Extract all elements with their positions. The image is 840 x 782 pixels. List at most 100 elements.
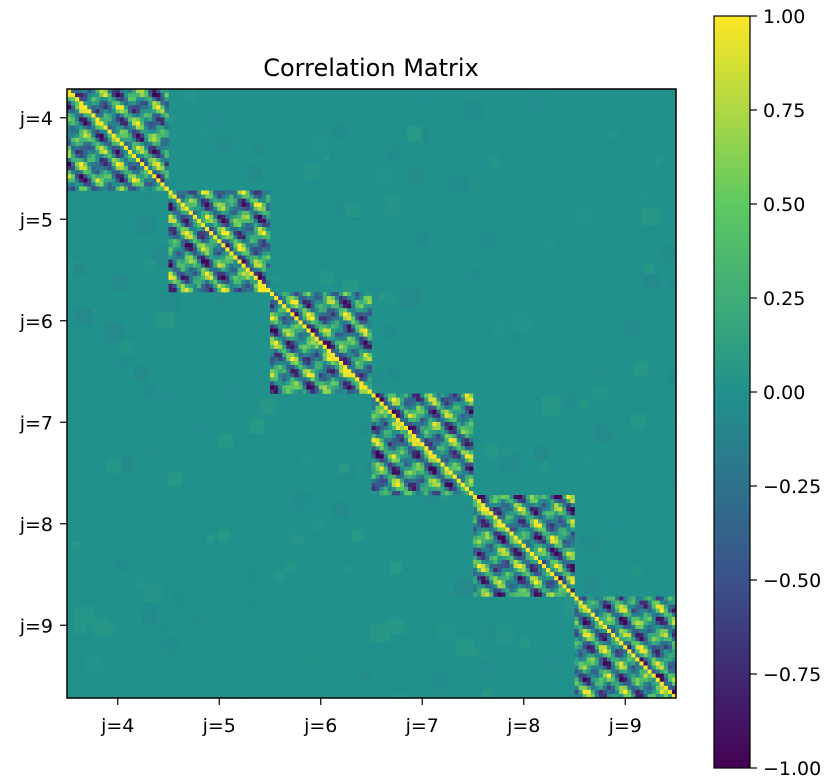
heatmap-cell <box>416 450 421 455</box>
heatmap-cell <box>497 519 502 524</box>
heatmap-cell <box>667 681 673 687</box>
heatmap-cell <box>473 592 478 597</box>
noise-cell <box>167 471 183 486</box>
heatmap-cell <box>383 413 389 419</box>
heatmap-cell <box>399 397 405 402</box>
heatmap-cell <box>489 547 494 553</box>
heatmap-cell <box>635 637 640 642</box>
heatmap-cell <box>477 564 482 569</box>
heatmap-cell <box>631 641 636 646</box>
heatmap-cell <box>156 133 161 139</box>
heatmap-cell <box>667 600 673 605</box>
heatmap-cell <box>343 344 348 350</box>
noise-cell <box>307 567 320 581</box>
heatmap-cell <box>119 174 125 179</box>
heatmap-cell <box>505 527 510 532</box>
heatmap-cell <box>123 145 129 151</box>
heatmap-cell <box>209 194 214 199</box>
heatmap-cell <box>517 576 523 581</box>
heatmap-cell <box>115 141 121 147</box>
heatmap-cell <box>550 551 555 557</box>
colorbar-tick-label: −0.50 <box>763 570 821 592</box>
heatmap-cell <box>533 564 539 569</box>
heatmap-cell <box>655 596 661 601</box>
heatmap-cell <box>493 527 498 532</box>
heatmap-cell <box>432 417 437 423</box>
heatmap-cell <box>464 490 470 496</box>
heatmap-cell <box>119 182 125 187</box>
noise-cell <box>503 447 512 456</box>
heatmap-cell <box>160 93 165 98</box>
heatmap-cell <box>590 604 596 609</box>
noise-cell <box>652 363 660 371</box>
heatmap-cell <box>578 657 583 662</box>
heatmap-cell <box>209 255 214 260</box>
heatmap-cell <box>440 490 445 496</box>
heatmap-cell <box>623 641 628 646</box>
heatmap-cell <box>598 624 604 630</box>
heatmap-cell <box>87 125 92 130</box>
heatmap-cell <box>294 389 299 394</box>
heatmap-cell <box>542 531 547 536</box>
heatmap-cell <box>387 450 393 455</box>
heatmap-cell <box>505 564 510 569</box>
heatmap-cell <box>497 531 502 536</box>
heatmap-cell <box>176 267 181 272</box>
heatmap-cell <box>623 665 628 670</box>
heatmap-cell <box>144 113 149 118</box>
heatmap-cell <box>578 628 583 634</box>
heatmap-cell <box>371 425 376 431</box>
heatmap-cell <box>363 377 368 382</box>
heatmap-cell <box>558 572 563 577</box>
heatmap-cell <box>298 312 303 317</box>
heatmap-cell <box>330 373 336 378</box>
heatmap-cell <box>619 612 624 618</box>
heatmap-cell <box>290 320 295 325</box>
heatmap-cell <box>606 689 612 695</box>
heatmap-cell <box>294 356 299 362</box>
heatmap-cell <box>302 328 307 333</box>
heatmap-cell <box>456 478 462 484</box>
heatmap-cell <box>290 304 295 309</box>
heatmap-cell <box>343 365 348 370</box>
heatmap-cell <box>270 308 275 313</box>
heatmap-cell <box>497 555 502 561</box>
heatmap-cell <box>623 624 628 630</box>
heatmap-cell <box>521 555 527 561</box>
heatmap-cell <box>209 206 214 212</box>
heatmap-cell <box>444 405 449 411</box>
heatmap-cell <box>265 198 271 203</box>
heatmap-cell <box>444 442 449 447</box>
heatmap-cell <box>95 145 100 151</box>
heatmap-cell <box>79 133 84 139</box>
heatmap-cell <box>298 373 303 378</box>
heatmap-cell <box>395 458 401 463</box>
heatmap-cell <box>286 312 291 317</box>
heatmap-cell <box>473 527 478 532</box>
heatmap-cell <box>546 588 551 593</box>
heatmap-cell <box>91 101 96 106</box>
heatmap-cell <box>79 149 84 155</box>
heatmap-cell <box>529 547 535 553</box>
noise-cell <box>103 322 123 343</box>
heatmap-cell <box>420 462 425 467</box>
heatmap-cell <box>493 503 498 508</box>
heatmap-cell <box>270 365 275 370</box>
heatmap-cell <box>615 669 620 674</box>
heatmap-cell <box>647 624 652 630</box>
heatmap-cell <box>306 377 311 382</box>
heatmap-cell <box>359 328 364 333</box>
heatmap-cell <box>643 624 648 630</box>
heatmap-cell <box>257 267 263 272</box>
heatmap-cell <box>554 531 559 536</box>
heatmap-cell <box>334 300 340 305</box>
heatmap-cell <box>351 377 356 382</box>
heatmap-cell <box>221 218 226 224</box>
heatmap-cell <box>87 166 92 171</box>
heatmap-cell <box>343 369 348 374</box>
heatmap-cell <box>322 385 328 390</box>
heatmap-cell <box>314 356 320 362</box>
heatmap-cell <box>387 393 393 398</box>
heatmap-cell <box>399 470 405 475</box>
heatmap-cell <box>188 243 194 248</box>
